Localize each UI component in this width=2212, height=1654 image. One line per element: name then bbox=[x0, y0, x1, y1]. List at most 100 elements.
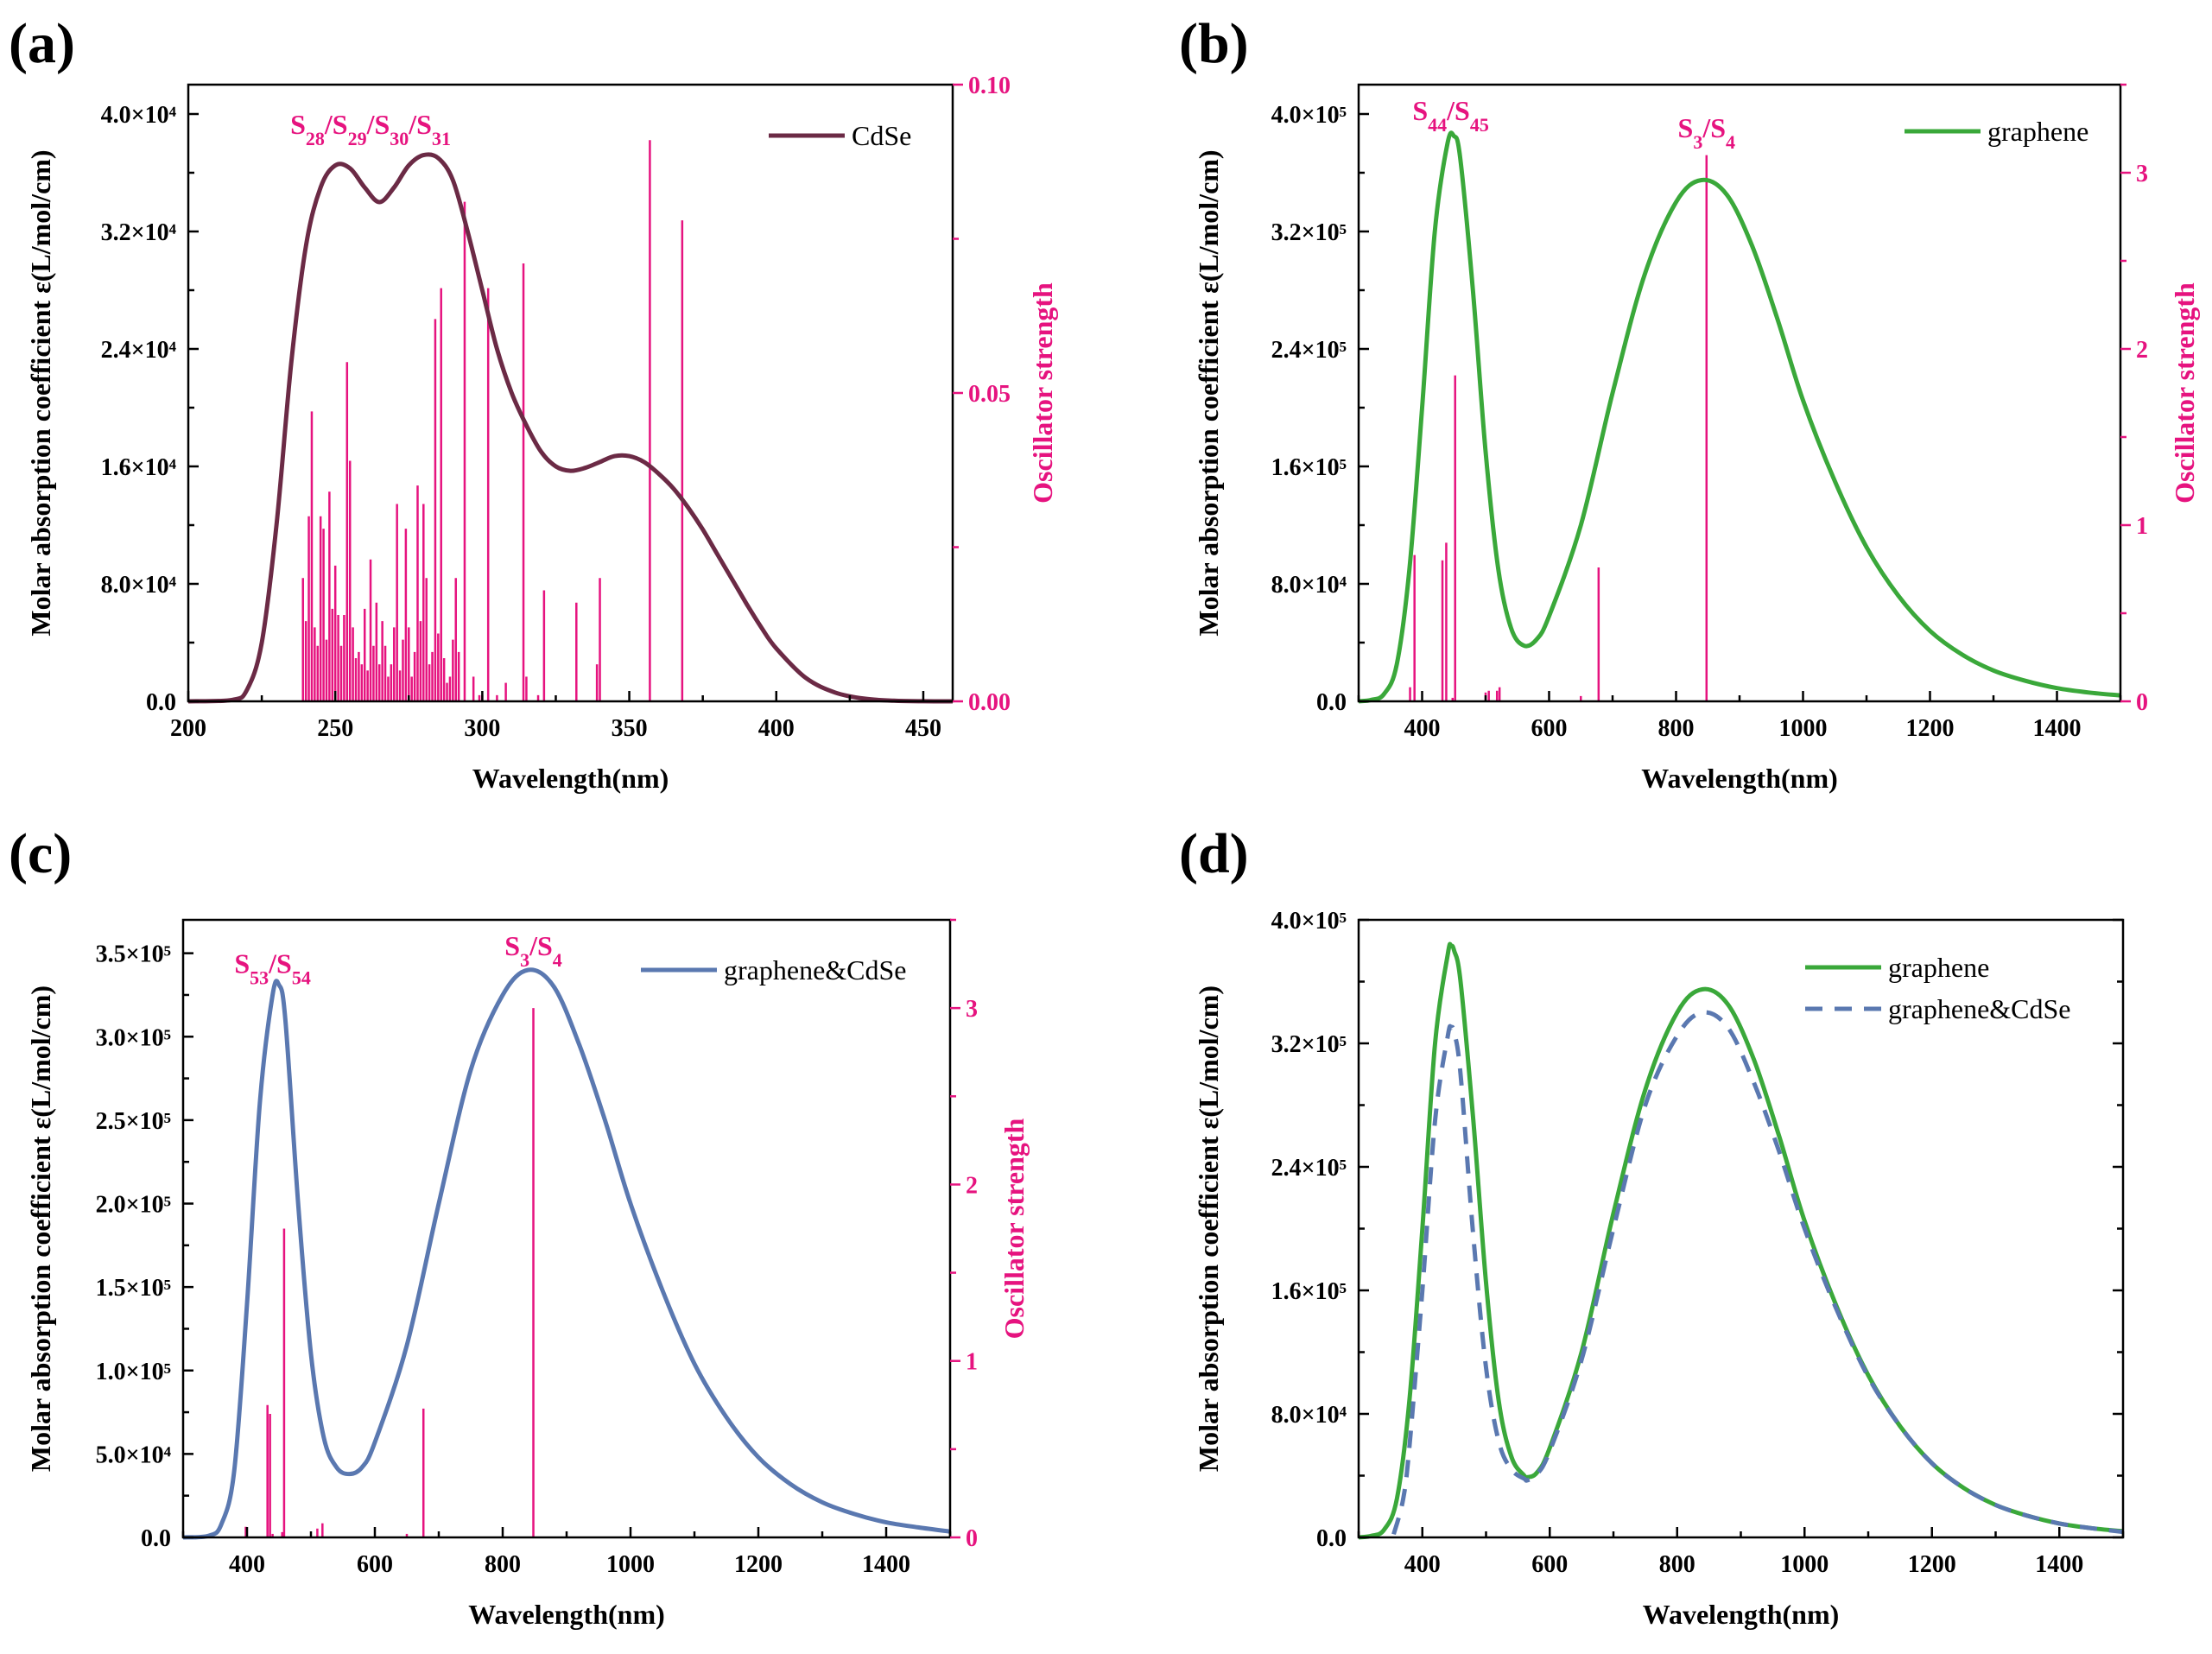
y-right-tick-label: 0 bbox=[2136, 689, 2148, 716]
y-right-tick-label: 3 bbox=[2136, 161, 2148, 187]
legend: graphene&CdSe bbox=[641, 954, 907, 985]
y-tick-label: 1.6×10⁵ bbox=[1271, 454, 1347, 481]
y-right-tick-label: 0.05 bbox=[968, 381, 1011, 408]
oscillator-sticks bbox=[244, 1008, 535, 1537]
panel-label: (b) bbox=[1179, 12, 1249, 75]
y-tick-label: 8.0×10⁴ bbox=[1271, 572, 1347, 599]
chart-panel-2: (b) 400 600 800 1000 1200 1400 0.0 8.0×10⁴ 1.6×10… bbox=[1179, 12, 2200, 794]
y-tick-label: 0.0 bbox=[141, 1525, 171, 1552]
chart-panel-4: (d) 400 600 800 1000 1200 1400 0.0 8.0×10⁴ 1.6×10… bbox=[1179, 822, 2125, 1630]
y-tick-label: 4.0×10⁴ bbox=[101, 102, 177, 129]
y-tick-label: 1.6×10⁴ bbox=[101, 454, 177, 481]
y-tick-label: 4.0×10⁵ bbox=[1271, 102, 1347, 129]
y-axis-title: Molar absorption coefficient ε(L/mol/cm) bbox=[25, 149, 56, 636]
x-tick-label: 800 bbox=[485, 1551, 521, 1578]
state-annotation: S28/S29/S30/S31 bbox=[290, 109, 451, 149]
oscillator-sticks bbox=[1409, 155, 1708, 701]
y-right-tick-label: 3 bbox=[966, 996, 978, 1023]
legend: graphene bbox=[1905, 116, 2088, 147]
x-tick-label: 1200 bbox=[734, 1551, 783, 1578]
plot-frame bbox=[1357, 83, 2122, 703]
oscillator-sticks bbox=[301, 140, 684, 701]
legend-label: CdSe bbox=[852, 120, 911, 151]
x-tick-label: 400 bbox=[229, 1551, 265, 1578]
y-tick-label: 3.2×10⁴ bbox=[101, 219, 177, 246]
y-tick-label: 0.0 bbox=[146, 689, 176, 716]
y-axis-title: Molar absorption coefficient ε(L/mol/cm) bbox=[25, 985, 56, 1472]
y-axis-title: Molar absorption coefficient ε(L/mol/cm) bbox=[1193, 149, 1224, 636]
y-axis-right-title: Oscillator strength bbox=[2169, 282, 2200, 504]
x-tick-label: 1000 bbox=[606, 1551, 655, 1578]
series-line bbox=[1391, 1010, 2124, 1536]
y-tick-label: 4.0×10⁵ bbox=[1271, 908, 1347, 935]
x-tick-label: 1200 bbox=[1908, 1551, 1956, 1578]
legend-label: graphene&CdSe bbox=[1888, 993, 2071, 1024]
y-tick-label: 1.5×10⁵ bbox=[96, 1275, 171, 1302]
y-axis-title: Molar absorption coefficient ε(L/mol/cm) bbox=[1193, 985, 1224, 1472]
x-tick-label: 400 bbox=[1404, 715, 1441, 742]
state-annotation: S3/S4 bbox=[504, 930, 561, 971]
y-axis-right-title: Oscillator strength bbox=[1027, 282, 1058, 504]
legend: graphene graphene&CdSe bbox=[1805, 952, 2071, 1024]
panel-label: (a) bbox=[9, 12, 75, 75]
state-annotation: S53/S54 bbox=[234, 947, 310, 988]
y-right-tick-label: 0 bbox=[966, 1525, 978, 1552]
x-tick-label: 300 bbox=[464, 715, 500, 742]
panel-label: (c) bbox=[9, 822, 72, 885]
y-tick-label: 5.0×10⁴ bbox=[96, 1442, 172, 1468]
x-tick-label: 1000 bbox=[1779, 715, 1828, 742]
y-right-tick-label: 0.00 bbox=[968, 689, 1011, 716]
x-axis-title: Wavelength(nm) bbox=[472, 763, 669, 794]
x-tick-label: 250 bbox=[317, 715, 353, 742]
y-tick-label: 8.0×10⁴ bbox=[101, 572, 177, 599]
x-tick-label: 800 bbox=[1658, 715, 1695, 742]
x-tick-label: 450 bbox=[905, 715, 941, 742]
legend: CdSe bbox=[769, 120, 911, 151]
y-tick-label: 8.0×10⁴ bbox=[1271, 1402, 1347, 1429]
x-tick-label: 200 bbox=[170, 715, 206, 742]
state-annotation: S44/S45 bbox=[1412, 95, 1488, 136]
x-tick-label: 1400 bbox=[2035, 1551, 2083, 1578]
chart-panel-1: (a) 200 250 300 350 400 450 0.0 8.0×10⁴ 1.6×10⁴ 2.… bbox=[9, 12, 1058, 794]
y-tick-label: 2.4×10⁵ bbox=[1271, 337, 1347, 364]
y-tick-label: 3.2×10⁵ bbox=[1271, 1031, 1347, 1058]
y-tick-label: 0.0 bbox=[1316, 1525, 1347, 1552]
y-right-tick-label: 1 bbox=[2136, 513, 2148, 540]
y-tick-label: 3.0×10⁵ bbox=[96, 1024, 171, 1051]
legend-label: graphene bbox=[1888, 952, 1989, 983]
x-tick-label: 1200 bbox=[1906, 715, 1955, 742]
x-tick-label: 1000 bbox=[1780, 1551, 1829, 1578]
x-axis-title: Wavelength(nm) bbox=[468, 1599, 665, 1630]
y-right-tick-label: 2 bbox=[966, 1172, 978, 1199]
x-tick-label: 400 bbox=[1404, 1551, 1441, 1578]
x-tick-label: 600 bbox=[357, 1551, 393, 1578]
x-tick-label: 350 bbox=[612, 715, 648, 742]
y-tick-label: 3.2×10⁵ bbox=[1271, 219, 1347, 246]
x-tick-label: 1400 bbox=[862, 1551, 910, 1578]
y-tick-label: 1.6×10⁵ bbox=[1271, 1278, 1347, 1305]
x-tick-label: 600 bbox=[1531, 1551, 1568, 1578]
x-axis-title: Wavelength(nm) bbox=[1641, 763, 1838, 794]
y-axis-right-title: Oscillator strength bbox=[998, 1118, 1030, 1339]
y-right-tick-label: 1 bbox=[966, 1349, 978, 1376]
y-tick-label: 2.4×10⁴ bbox=[101, 337, 177, 364]
y-tick-label: 0.0 bbox=[1316, 689, 1347, 716]
x-tick-label: 400 bbox=[758, 715, 795, 742]
series-line bbox=[1358, 130, 2121, 704]
legend-label: graphene bbox=[1987, 116, 2088, 147]
y-tick-label: 2.4×10⁵ bbox=[1271, 1155, 1347, 1182]
series-line bbox=[182, 967, 951, 1540]
series-line bbox=[1358, 941, 2124, 1540]
x-tick-label: 600 bbox=[1531, 715, 1568, 742]
y-right-tick-label: 2 bbox=[2136, 337, 2148, 364]
y-tick-label: 1.0×10⁵ bbox=[96, 1359, 171, 1385]
x-tick-label: 1400 bbox=[2033, 715, 2082, 742]
y-tick-label: 3.5×10⁵ bbox=[96, 941, 171, 968]
series-line bbox=[187, 152, 954, 704]
y-tick-label: 2.5×10⁵ bbox=[96, 1108, 171, 1135]
y-tick-label: 2.0×10⁵ bbox=[96, 1192, 171, 1219]
legend-label: graphene&CdSe bbox=[724, 954, 907, 985]
panel-label: (d) bbox=[1179, 822, 1249, 885]
chart-panel-3: (c) 400 600 800 1000 1200 1400 0.0 5.0×10⁴ 1.0×10… bbox=[9, 822, 1030, 1630]
